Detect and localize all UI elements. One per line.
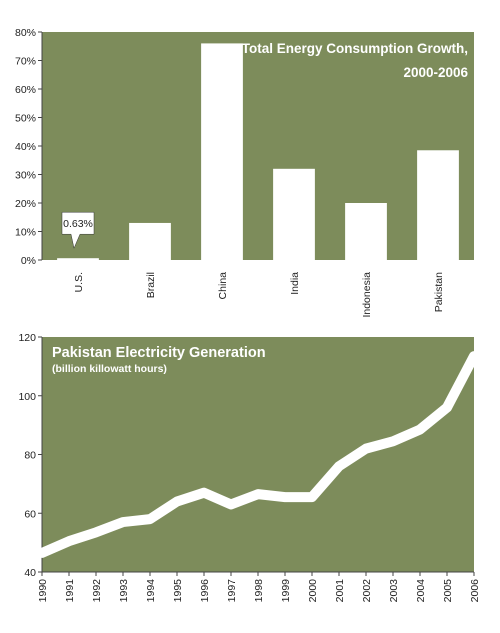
bar-y-tick-label: 10% (15, 227, 36, 239)
bar-chart-subtitle: 2000-2006 (403, 65, 468, 80)
line-x-tick-label: 1997 (226, 579, 238, 603)
data-point (68, 540, 70, 543)
data-point (338, 465, 340, 468)
line-x-tick-label: 1998 (253, 579, 265, 603)
bar-y-axis: 0% 10% 20% 30% 40% 50% 60% 70% 80% (15, 27, 43, 267)
bar (129, 222, 171, 260)
data-point (446, 406, 448, 409)
callout-bubble (61, 211, 95, 250)
line-x-tick-label: 2006 (469, 579, 481, 603)
data-point (95, 531, 97, 534)
callout: 0.63% (61, 211, 95, 250)
bar-y-tick-label: 40% (15, 141, 36, 153)
line-x-tick-label: 2000 (307, 579, 319, 603)
bar-y-tick-label: 30% (15, 170, 36, 182)
line-x-tick-label: 1992 (91, 579, 103, 603)
line-x-tick-label: 1991 (64, 579, 76, 603)
data-point (473, 355, 475, 358)
bar-y-tick-label: 20% (15, 198, 36, 210)
line-x-tick-label: 2003 (388, 579, 400, 603)
line-y-tick-label: 80 (24, 450, 36, 462)
data-point (122, 521, 124, 524)
data-point (230, 503, 232, 506)
line-x-tick-label: 1994 (145, 579, 157, 603)
bar (345, 203, 387, 260)
line-y-tick-label: 60 (24, 508, 36, 520)
callout-label: 0.63% (63, 218, 93, 230)
line-y-tick-label: 100 (18, 391, 36, 403)
line-x-tick-label: 1996 (199, 579, 211, 603)
line-x-tick-label: 2005 (442, 579, 454, 603)
bar-category-label: U.S. (73, 272, 85, 292)
line-y-axis: 40 60 80 100 120 (18, 332, 43, 579)
bar-y-tick-label: 50% (15, 113, 36, 125)
bar-category-label: Brazil (145, 272, 157, 298)
bar-category-label: India (289, 272, 301, 295)
line-chart-subtitle: (billion killowatt hours) (52, 363, 167, 375)
line-chart-title: Pakistan Electricity Generation (52, 345, 266, 361)
line-x-tick-label: 2004 (415, 579, 427, 603)
bar-y-tick-label: 0% (21, 255, 36, 267)
data-point (419, 428, 421, 431)
line-y-tick-label: 120 (18, 332, 36, 344)
data-point (41, 551, 43, 554)
bar-category-label: Pakistan (433, 272, 445, 312)
data-point (257, 493, 259, 496)
data-point (176, 500, 178, 503)
line-x-tick-label: 1999 (280, 579, 292, 603)
bar-y-tick-label: 80% (15, 27, 36, 39)
bar-y-tick-label: 70% (15, 56, 36, 68)
data-point (392, 440, 394, 443)
bar-chart-title: Total Energy Consumption Growth, (242, 41, 468, 56)
bar (57, 258, 99, 260)
data-point (311, 496, 313, 499)
bar-category-label: China (217, 272, 229, 300)
line-x-tick-label: 1995 (172, 579, 184, 603)
line-x-tick-label: 1993 (118, 579, 130, 603)
line-y-tick-label: 40 (24, 567, 36, 579)
bar (417, 150, 459, 260)
bar (273, 168, 315, 260)
line-series (37, 351, 479, 558)
line-x-axis: 1990 1991 1992 1993 1994 1995 1996 1997 1998 1999… (37, 571, 481, 603)
bar-series (57, 43, 459, 261)
line-x-tick-label: 1990 (37, 579, 49, 603)
bar (201, 43, 243, 261)
line-chart-plot-area (42, 337, 474, 572)
bar-chart-plot-area (42, 32, 474, 260)
data-point (203, 491, 205, 494)
line-x-tick-label: 2001 (334, 579, 346, 603)
data-point (284, 496, 286, 499)
bar-x-axis: U.S. Brazil China India Indonesia Pakistan (73, 272, 445, 318)
bar-chart: 0% 10% 20% 30% 40% 50% 60% 70% 80% U.S. Brazil Chi… (15, 27, 474, 318)
data-point (365, 447, 367, 450)
data-point (149, 518, 151, 521)
bar-y-tick-label: 60% (15, 84, 36, 96)
bar-category-label: Indonesia (361, 272, 373, 318)
line-x-tick-label: 2002 (361, 579, 373, 603)
